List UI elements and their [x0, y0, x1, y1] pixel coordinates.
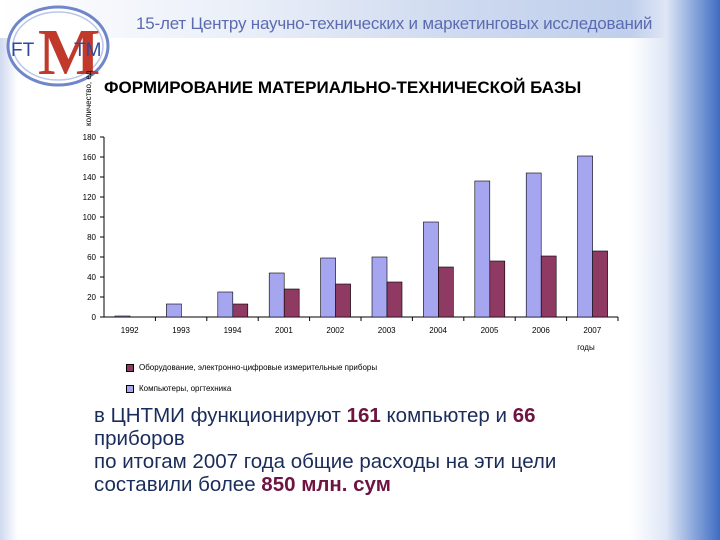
x-tick-label: 2006 [532, 326, 550, 335]
computers-count: 161 [346, 404, 381, 427]
y-tick-label: 100 [83, 213, 97, 222]
left-decor-band [0, 0, 18, 540]
organization-logo: FT M TM [6, 5, 110, 88]
bar-computers-2001 [268, 272, 285, 318]
x-axis-label: годы [577, 343, 595, 352]
y-tick-label: 60 [87, 253, 96, 262]
y-tick-label: 80 [87, 233, 96, 242]
header-title: 15-лет Центру научно-технических и марке… [136, 14, 653, 33]
x-tick-label: 1992 [121, 326, 139, 335]
bar-computers-2005 [474, 180, 491, 318]
bar-computers-2006 [525, 172, 542, 318]
y-tick-label: 180 [83, 133, 97, 142]
legend-swatch-computers [126, 384, 134, 393]
bar-equipment-2003 [386, 281, 403, 318]
legend-swatch-equipment [126, 363, 134, 372]
summary-line-2: приборов [94, 427, 185, 450]
x-tick-label: 2005 [481, 326, 499, 335]
bar-equipment-2004 [438, 266, 454, 318]
bar-equipment-2001 [283, 288, 300, 318]
bar-equipment-2002 [335, 283, 351, 318]
x-tick-label: 1993 [172, 326, 190, 335]
y-tick-label: 20 [87, 293, 96, 302]
bar-computers-2007 [577, 155, 593, 318]
legend-label-equipment: Оборудование, электронно-цифровые измери… [139, 363, 378, 372]
x-tick-label: 2001 [275, 326, 293, 335]
bar-equipment-2007 [592, 250, 608, 318]
bar-computers-2004 [423, 221, 439, 318]
x-tick-label: 2004 [429, 326, 447, 335]
summary-text: в ЦНТМИ функционируют 161 компьютер и 66… [94, 404, 654, 496]
expenses-amount: 850 млн. сум [261, 473, 391, 496]
bar-equipment-2005 [489, 260, 506, 318]
chart-legend: Оборудование, электронно-цифровые измери… [126, 362, 377, 404]
bar-equipment-2006 [540, 255, 557, 318]
summary-line-4: составили более 850 млн. сум [94, 473, 391, 496]
x-tick-label: 1994 [224, 326, 242, 335]
summary-line-3: по итогам 2007 года общие расходы на эти… [94, 450, 557, 473]
y-tick-label: 160 [83, 153, 97, 162]
bar-equipment-1994 [232, 303, 249, 318]
x-tick-label: 2002 [326, 326, 344, 335]
logo-letters-left: FT [11, 40, 35, 61]
chart-title: ФОРМИРОВАНИЕ МАТЕРИАЛЬНО-ТЕХНИЧЕСКОЙ БАЗ… [104, 78, 582, 97]
x-tick-label: 2007 [583, 326, 601, 335]
bar-computers-2003 [371, 256, 388, 318]
logo-letter-center: M [38, 16, 100, 88]
y-tick-label: 120 [83, 193, 97, 202]
y-tick-label: 0 [92, 313, 97, 322]
right-decor-band [630, 0, 720, 540]
legend-label-computers: Компьютеры, оргтехника [139, 384, 232, 393]
bar-computers-1993 [166, 303, 182, 318]
devices-count: 66 [512, 404, 536, 427]
legend-item-computers: Компьютеры, оргтехника [126, 383, 377, 394]
legend-item-equipment: Оборудование, электронно-цифровые измери… [126, 362, 377, 373]
logo-letters-right: TM [74, 40, 101, 61]
y-tick-label: 140 [83, 173, 97, 182]
x-tick-label: 2003 [378, 326, 396, 335]
bar-computers-2002 [320, 257, 336, 318]
header-band [0, 0, 720, 38]
y-tick-label: 40 [87, 273, 96, 282]
summary-line-1: в ЦНТМИ функционируют 161 компьютер и 66 [94, 404, 536, 427]
bar-computers-1992 [114, 315, 131, 318]
bar-computers-1994 [217, 291, 234, 318]
